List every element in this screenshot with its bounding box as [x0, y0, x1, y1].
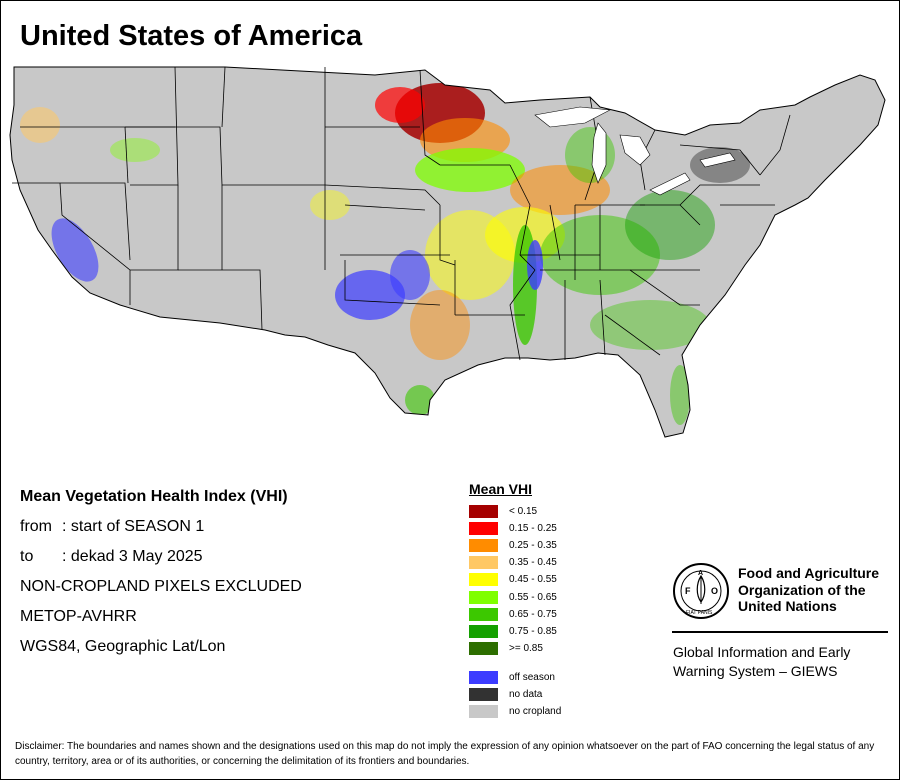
legend-label: 0.75 - 0.85 — [509, 625, 557, 637]
from-row: from : start of SEASON 1 — [20, 517, 302, 547]
legend: Mean VHI < 0.15 0.15 - 0.25 0.25 - 0.35 … — [469, 481, 561, 720]
svg-text:FIAT PANIS: FIAT PANIS — [686, 610, 713, 616]
legend-swatch — [469, 573, 498, 587]
fao-divider — [672, 631, 888, 633]
legend-swatch — [469, 687, 498, 701]
fao-name-line1: Food and Agriculture — [738, 565, 880, 581]
legend-label: 0.45 - 0.55 — [509, 574, 557, 586]
legend-swatch — [469, 539, 498, 553]
legend-item: 0.25 - 0.35 — [469, 537, 561, 554]
legend-label: 0.25 - 0.35 — [509, 540, 557, 552]
legend-label: 0.65 - 0.75 — [509, 608, 557, 620]
legend-swatch — [469, 590, 498, 604]
giews-line2: Warning System – GIEWS — [673, 663, 838, 679]
legend-label: no cropland — [509, 706, 562, 718]
svg-text:A: A — [698, 570, 703, 577]
legend-label: 0.15 - 0.25 — [509, 523, 557, 535]
index-name: Mean Vegetation Health Index (VHI) — [20, 488, 288, 505]
great-lakes — [534, 106, 736, 196]
fao-logo-icon: F A O FIAT PANIS — [672, 562, 730, 620]
legend-label: off season — [509, 671, 555, 683]
to-value: : dekad 3 May 2025 — [62, 548, 203, 565]
legend-item: < 0.15 — [469, 503, 561, 520]
legend-item: 0.35 - 0.45 — [469, 554, 561, 571]
legend-swatch — [469, 641, 498, 655]
svg-text:F: F — [685, 586, 691, 596]
legend-label: >= 0.85 — [509, 642, 543, 654]
vhi-map-svg — [9, 66, 886, 438]
projection: WGS84, Geographic Lat/Lon — [20, 638, 226, 655]
legend-label: 0.35 - 0.45 — [509, 557, 557, 569]
mask-note: NON-CROPLAND PIXELS EXCLUDED — [20, 578, 302, 595]
legend-label: 0.55 - 0.65 — [509, 591, 557, 603]
giews-line1: Global Information and Early — [673, 644, 851, 660]
legend-title: Mean VHI — [469, 481, 533, 497]
legend-item: 0.15 - 0.25 — [469, 520, 561, 537]
from-label: from — [20, 518, 52, 535]
legend-swatch — [469, 624, 498, 638]
legend-label: no data — [509, 688, 543, 700]
map-title: United States of America — [20, 20, 363, 52]
legend-item: 0.75 - 0.85 — [469, 623, 561, 640]
fao-name-line2: Organization of the — [738, 581, 866, 598]
vhi-map — [0, 55, 900, 455]
fao-name-line3: United Nations — [738, 598, 837, 614]
state-borders — [9, 66, 886, 438]
to-row: to : dekad 3 May 2025 — [20, 547, 302, 577]
legend-item: 0.55 - 0.65 — [469, 588, 561, 605]
legend-swatch — [469, 522, 498, 536]
from-value: : start of SEASON 1 — [62, 518, 205, 535]
legend-item-no-cropland: no cropland — [469, 703, 561, 720]
disclaimer: Disclaimer: The boundaries and names sho… — [15, 741, 875, 767]
legend-swatch — [469, 670, 498, 684]
legend-item: 0.45 - 0.55 — [469, 571, 561, 588]
sensor: METOP-AVHRR — [20, 608, 137, 625]
legend-swatch — [469, 607, 498, 621]
legend-item-off-season: off season — [469, 669, 561, 686]
legend-label: < 0.15 — [509, 506, 538, 518]
legend-swatch — [469, 556, 498, 570]
legend-swatch — [469, 705, 498, 719]
giews-name: Global Information and Early Warning Sys… — [673, 643, 850, 681]
legend-item: 0.65 - 0.75 — [469, 606, 561, 623]
legend-item: >= 0.85 — [469, 640, 561, 657]
to-label: to — [20, 548, 34, 565]
legend-item-no-data: no data — [469, 686, 561, 703]
legend-swatch — [469, 505, 498, 519]
map-info: Mean Vegetation Health Index (VHI) from:… — [20, 487, 302, 667]
fao-org-name: Food and Agriculture Organization of the… — [738, 565, 879, 615]
svg-text:O: O — [711, 586, 718, 596]
